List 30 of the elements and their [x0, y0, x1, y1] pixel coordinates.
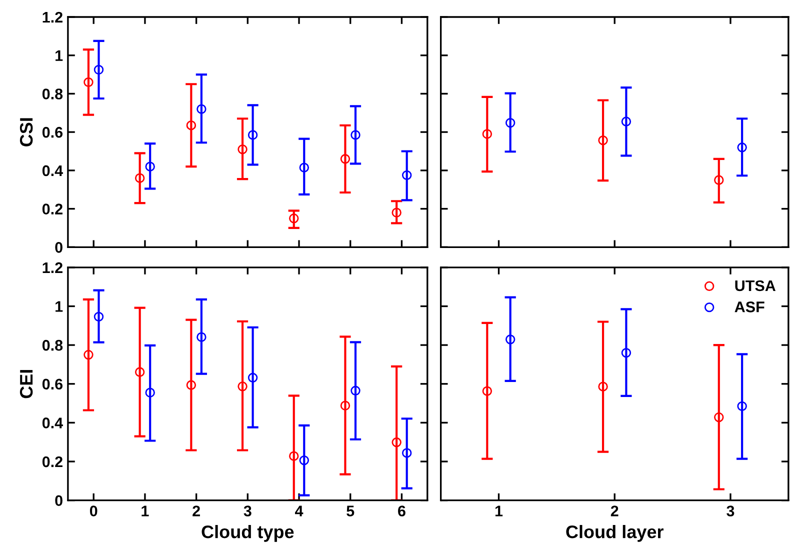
y-axis-title: CEI: [20, 370, 33, 398]
y-tick-label: 1: [56, 50, 63, 61]
y-tick-label: 0.2: [42, 456, 62, 468]
x-tick-label: 3: [726, 506, 734, 516]
y-tick-label: 0: [55, 242, 62, 253]
x-tick-label: 2: [192, 506, 200, 516]
y-tick-label: 0.6: [42, 126, 63, 138]
y-tick-label: 0: [55, 495, 62, 506]
y-tick-label: 1.2: [42, 12, 62, 23]
x-axis-title: Cloud layer: [566, 524, 664, 542]
y-tick-label: 0.8: [42, 88, 63, 100]
x-tick-label: 1: [495, 506, 503, 516]
legend-label: UTSA: [735, 280, 776, 292]
legend-label: ASF: [734, 302, 764, 312]
x-tick-label: 3: [244, 506, 252, 516]
y-tick-label: 1: [56, 301, 63, 312]
y-tick-label: 1.2: [42, 262, 62, 273]
y-tick-label: 0.8: [42, 340, 63, 351]
x-tick-label: 0: [90, 506, 98, 516]
x-axis-title: Cloud type: [202, 524, 294, 542]
x-tick-label: 6: [398, 506, 406, 516]
x-tick-label: 1: [142, 506, 149, 516]
y-tick-label: 0.4: [42, 418, 63, 428]
y-tick-label: 0.4: [42, 165, 63, 176]
x-tick-label: 2: [610, 506, 618, 516]
y-tick-label: 0.2: [42, 204, 62, 214]
y-axis-title: CSI: [20, 118, 33, 146]
y-tick-label: 0.6: [42, 378, 63, 390]
x-tick-label: 4: [295, 506, 304, 516]
x-tick-label: 5: [346, 506, 354, 516]
